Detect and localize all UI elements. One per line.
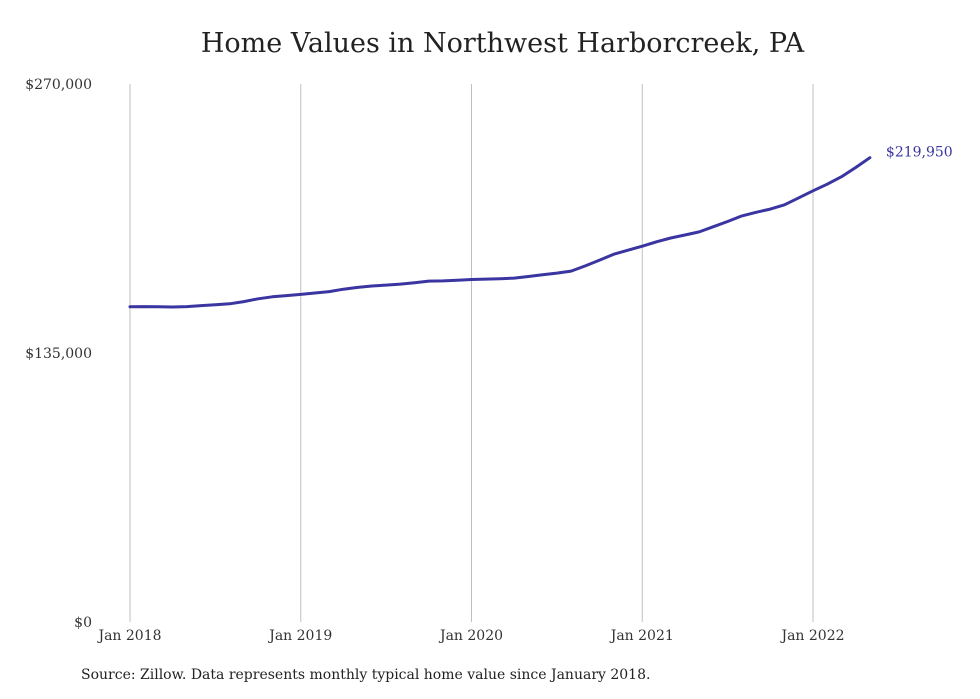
end-value-label: $219,950 [886, 145, 953, 161]
y-tick-label: $135,000 [25, 346, 92, 362]
x-axis-ticks: Jan 2018 Jan 2019 Jan 2020 Jan 2021 Jan 2022 [96, 628, 844, 644]
series-line [128, 156, 872, 309]
x-tick-label: Jan 2018 [96, 628, 161, 644]
chart-title: Home Values in Northwest Harborcreek, PA [200, 28, 805, 59]
x-tick-label: Jan 2022 [779, 628, 844, 644]
series-layer: $219,950 [128, 145, 953, 309]
source-note: Source: Zillow. Data represents monthly … [81, 667, 651, 683]
x-tick-label: Jan 2021 [609, 628, 674, 644]
x-tick-label: Jan 2020 [438, 628, 503, 644]
y-tick-label: $270,000 [25, 77, 92, 93]
grid-lines [129, 84, 814, 622]
y-axis-ticks: $0 $135,000 $270,000 [25, 77, 92, 631]
x-tick-label: Jan 2019 [267, 628, 332, 644]
y-tick-label: $0 [74, 615, 92, 631]
